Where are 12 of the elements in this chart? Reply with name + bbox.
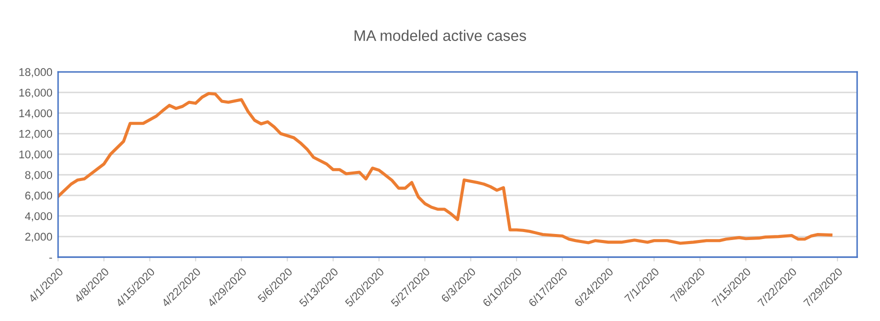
y-tick-label: 16,000	[19, 88, 52, 98]
y-tick-label: -	[49, 258, 52, 259]
chart-title: MA modeled active cases	[354, 30, 526, 42]
y-tick-label: 4,000	[24, 212, 52, 222]
y-tick-label: 8,000	[25, 171, 52, 180]
y-tick-label: 2,000	[25, 232, 52, 242]
y-tick-label: 14,000	[19, 109, 52, 119]
line-series	[58, 92, 832, 245]
y-tick-label: 12,000	[19, 130, 52, 140]
y-tick-label: 10,000	[19, 150, 52, 160]
y-tick-label: 6,000	[25, 192, 52, 201]
y-tick-label: 18,000	[19, 68, 52, 78]
